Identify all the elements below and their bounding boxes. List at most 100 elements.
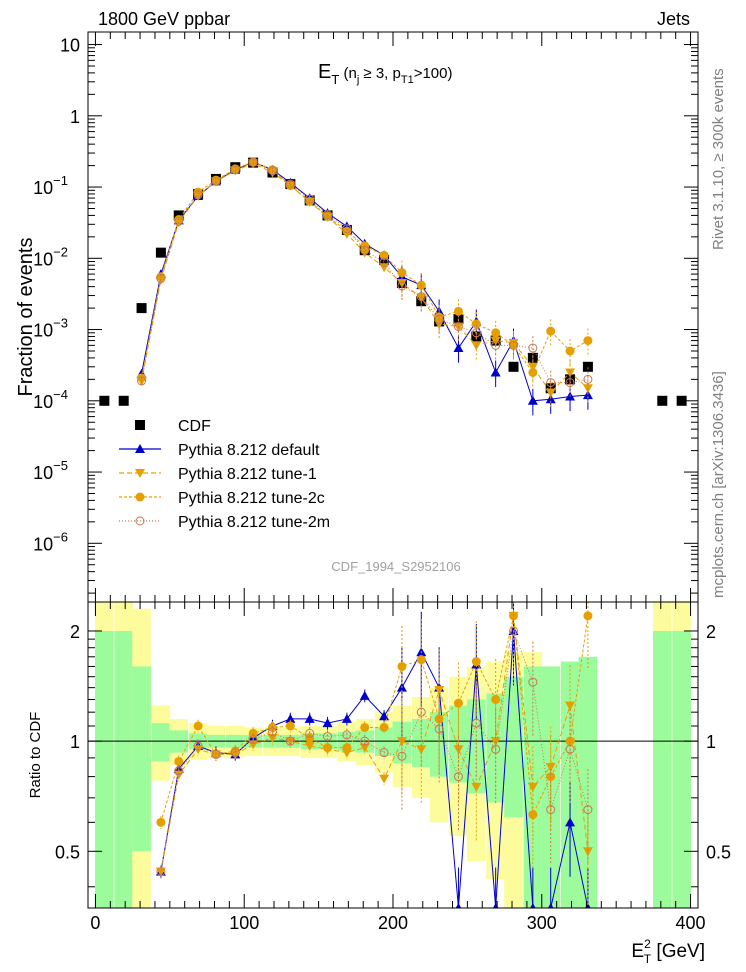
ratio-data-point	[304, 713, 315, 723]
ratio-x-tick-label: 400	[676, 913, 706, 933]
ratio-data-point	[397, 751, 407, 761]
main-series-0	[99, 157, 687, 406]
ratio-data-point	[528, 810, 538, 820]
ratio-data-point	[583, 611, 593, 621]
main-data-point	[676, 395, 687, 406]
ratio-green-band	[504, 676, 523, 818]
ratio-green-band	[114, 630, 134, 908]
main-data-point	[491, 328, 501, 338]
x-axis-label-base: E	[631, 941, 644, 962]
ratio-green-band	[672, 630, 691, 908]
legend-label: Pythia 8.212 tune-2c	[178, 490, 325, 507]
legend-marker	[135, 469, 145, 478]
main-data-point	[211, 176, 221, 186]
main-title-p-sub: T1	[401, 74, 414, 86]
ratio-data-point	[305, 733, 315, 743]
main-data-point	[527, 395, 538, 405]
main-y-tick-label-exp: −2	[53, 244, 68, 259]
main-data-point	[545, 394, 556, 404]
main-data-point	[305, 194, 315, 204]
ratio-data-point	[434, 724, 444, 734]
legend-label: Pythia 8.212 default	[178, 442, 320, 459]
ratio-data-point	[491, 694, 501, 704]
ratio-data-point	[285, 737, 296, 747]
x-axis-label-sup: 2	[644, 937, 651, 951]
ratio-data-point	[323, 731, 333, 741]
ratio-data-point	[285, 721, 295, 731]
ratio-data-point	[546, 805, 556, 815]
ratio-data-point	[156, 867, 166, 877]
legend-entry-2: Pythia 8.212 tune-1	[119, 466, 317, 483]
ratio-data-point	[471, 718, 481, 728]
ratio-y-tick-label-left: 0.5	[55, 842, 80, 862]
main-y-tick-label-exp: −3	[53, 316, 68, 331]
ratio-data-point	[416, 745, 427, 755]
ratio-data-point	[434, 685, 445, 695]
main-data-point	[416, 292, 426, 302]
ratio-data-point	[379, 748, 389, 758]
ratio-data-point	[267, 727, 277, 737]
main-data-point	[582, 361, 593, 372]
x-axis-label-sub: T	[644, 952, 652, 966]
main-y-tick-label-base: 10	[33, 321, 53, 341]
ratio-data-point	[359, 690, 370, 700]
ratio-y-tick-label-right: 1	[706, 732, 716, 752]
ratio-green-band	[411, 718, 431, 767]
ratio-y-tick-label-left: 2	[70, 622, 80, 642]
ratio-data-point	[397, 661, 407, 671]
main-data-point	[193, 190, 203, 200]
main-data-point	[527, 362, 538, 372]
main-title-mid: ≥ 3, p	[359, 65, 401, 82]
legend: CDF Pythia 8.212 default Pythia 8.212 tune…	[119, 418, 330, 531]
main-data-point	[491, 340, 501, 350]
mcplots-label: mcplots.cern.ch [arXiv:1306.3436]	[710, 371, 727, 598]
legend-marker	[135, 444, 145, 453]
ratio-data-point	[155, 867, 166, 877]
legend-entry-3: Pythia 8.212 tune-2c	[119, 490, 325, 507]
legend-marker	[135, 516, 145, 526]
main-data-point	[565, 346, 575, 356]
main-data-point	[471, 328, 481, 338]
main-y-tick-label-base: 1	[70, 107, 80, 127]
ratio-data-point	[565, 817, 576, 827]
main-title: ET (nj ≥ 3, pT1>100)	[318, 61, 453, 87]
ratio-series-line	[160, 615, 589, 872]
ratio-green-band	[652, 630, 672, 908]
main-data-point	[379, 250, 389, 260]
main-data-point	[248, 157, 258, 167]
ratio-data-point	[565, 744, 575, 754]
ratio-data-point	[267, 733, 278, 743]
main-data-point	[397, 268, 407, 278]
main-data-point	[545, 388, 556, 398]
ratio-series-3	[156, 602, 593, 879]
ratio-green-band	[374, 727, 394, 757]
main-data-point	[342, 224, 352, 234]
main-title-close: >100)	[414, 65, 453, 82]
ratio-data-point	[174, 756, 184, 766]
main-y-tick-label-base: 10	[33, 178, 53, 198]
main-data-point	[546, 378, 556, 388]
ratio-data-point	[341, 713, 352, 723]
main-title-base-sub: T	[331, 72, 339, 87]
ratio-y-tick-label-right: 2	[706, 622, 716, 642]
main-data-point	[453, 322, 463, 332]
main-data-point	[565, 368, 576, 378]
main-data-point	[583, 374, 593, 384]
main-y-axis-label: Fraction of events	[15, 238, 37, 397]
ratio-data-point	[342, 730, 352, 740]
main-data-point	[379, 257, 389, 267]
main-y-tick-label: 10−4	[33, 387, 68, 412]
ratio-x-tick-label: 300	[527, 913, 557, 933]
main-data-point	[453, 343, 464, 353]
legend-marker	[135, 492, 145, 502]
ratio-y-tick-label-left: 1	[70, 732, 80, 752]
ratio-data-point	[360, 736, 370, 746]
main-y-tick-label-base: 10	[33, 249, 53, 269]
ratio-green-band	[95, 630, 114, 908]
ratio-data-point	[582, 847, 593, 857]
ratio-y-axis-label: Ratio to CDF	[27, 712, 44, 799]
x-axis-label-unit: [GeV]	[651, 941, 705, 962]
main-title-base: E	[318, 61, 331, 83]
main-series-4	[137, 157, 593, 398]
